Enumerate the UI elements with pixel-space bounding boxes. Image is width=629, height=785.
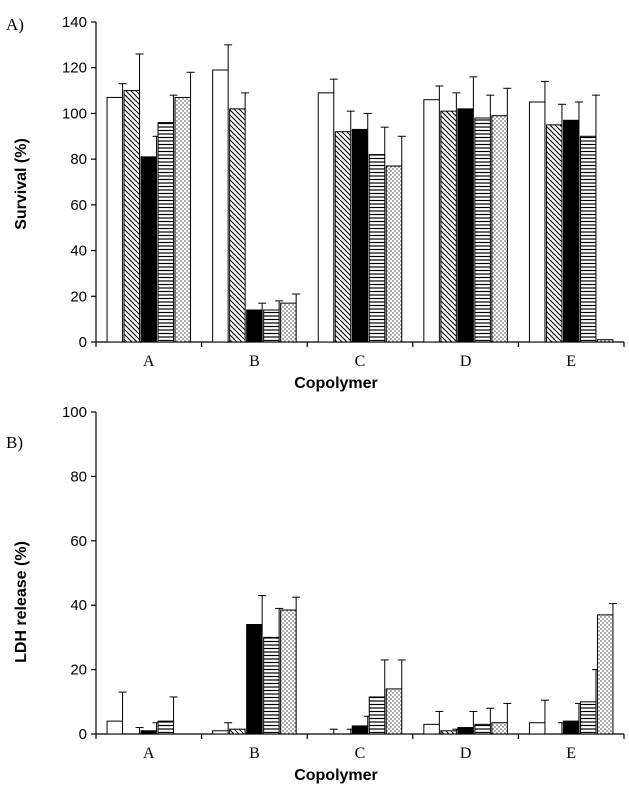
panel-b: B) LDH release (%) Copolymer 0 20 40 60 80 10…	[6, 404, 625, 784]
panel-b-bar-dotted-C	[385, 688, 403, 735]
panel-b-y-tick-label: 60	[70, 533, 87, 550]
panel-a-y-tick-label: 60	[70, 197, 87, 214]
panel-a-y-tick-label: 100	[62, 105, 87, 122]
panel-a-bar-solid-black-E	[562, 119, 580, 343]
panel-a-plot: 0 20 40 60 80 100 120 140 A B C D E	[62, 14, 625, 370]
panel-a-bar-white-A	[106, 96, 124, 343]
panel-b-bar-solid-black-E	[562, 720, 580, 735]
panel-a-bar-dotted-A	[174, 96, 192, 343]
panel-a-category-label: C	[355, 353, 366, 370]
panel-b-plot: 0 20 40 60 80 100 A B C D E	[62, 404, 625, 762]
panel-a-bar-diagonal-stripes-D	[440, 110, 457, 343]
panel-a-category-label: B	[249, 353, 260, 370]
panel-a-bar-solid-black-D	[457, 108, 474, 343]
panel-a-bar-dotted-E	[596, 339, 614, 343]
panel-b-bar-diagonal-stripes-B	[229, 728, 246, 735]
panel-b-category-label: A	[143, 745, 155, 762]
panel-a-bar-diagonal-stripes-C	[334, 131, 352, 343]
panel-a-bar-solid-black-A	[140, 156, 158, 343]
panel-a: A) Survival (%) Copolymer 0 20 40 60 80 100 12…	[6, 14, 625, 392]
panel-a-y-axis-title: Survival (%)	[13, 138, 30, 230]
panel-a-category-label: E	[566, 353, 576, 370]
panel-b-bar-white-B	[212, 730, 229, 735]
panel-b-category-label: D	[460, 745, 472, 762]
panel-a-bar-diagonal-stripes-A	[123, 90, 141, 343]
panel-a-label: A)	[6, 15, 24, 34]
panel-b-y-tick-label: 80	[70, 468, 87, 485]
panel-b-bar-solid-black-A	[140, 730, 158, 735]
panel-b-x-axis-title: Copolymer	[294, 767, 378, 784]
panel-a-y-tick-label: 40	[70, 243, 87, 260]
panel-a-bar-white-E	[528, 101, 546, 343]
panel-b-bar-horizontal-stripes-D	[474, 723, 491, 735]
panel-a-bar-horizontal-stripes-A	[157, 122, 175, 343]
panel-a-bar-horizontal-stripes-B	[263, 309, 280, 343]
panel-b-bar-solid-black-D	[457, 727, 474, 735]
panel-a-y-tick-label: 20	[70, 288, 87, 305]
panel-b-bar-horizontal-stripes-E	[579, 701, 597, 735]
panel-a-bar-horizontal-stripes-C	[368, 154, 386, 343]
panel-a-category-label: A	[143, 353, 155, 370]
panel-b-y-tick-label: 20	[70, 662, 87, 679]
panel-b-bar-solid-black-C	[351, 725, 369, 735]
panel-a-bar-solid-black-C	[351, 128, 369, 343]
panel-b-bar-white-D	[423, 723, 440, 735]
panel-b-bar-white-E	[528, 722, 546, 735]
panel-a-bar-dotted-D	[491, 115, 508, 343]
panel-a-y-tick-label: 80	[70, 151, 87, 168]
panel-a-bar-white-B	[212, 69, 229, 343]
panel-b-bar-solid-black-B	[246, 624, 263, 735]
panel-b-y-tick-label: 40	[70, 597, 87, 614]
panel-b-bar-horizontal-stripes-A	[157, 720, 175, 735]
panel-a-category-label: D	[460, 353, 472, 370]
panel-b-bar-dotted-D	[491, 722, 508, 735]
panel-a-bar-dotted-B	[280, 302, 297, 343]
panel-b-y-tick-label: 100	[62, 404, 87, 421]
panel-b-category-label: E	[566, 745, 576, 762]
panel-b-bar-white-A	[106, 720, 124, 735]
panel-b-y-axis-title: LDH release (%)	[13, 541, 30, 663]
panel-a-bar-dotted-C	[385, 165, 403, 343]
panel-b-label: B)	[6, 433, 23, 452]
panel-a-bar-diagonal-stripes-B	[229, 108, 246, 343]
panel-a-bar-diagonal-stripes-E	[545, 124, 563, 343]
panel-a-y-tick-label: 0	[79, 334, 87, 351]
panel-a-bar-solid-black-B	[246, 309, 263, 343]
panel-a-y-tick-label: 120	[62, 60, 87, 77]
panel-b-bar-dotted-B	[280, 609, 297, 735]
panel-a-bar-horizontal-stripes-D	[474, 117, 491, 343]
panel-a-bar-white-D	[423, 99, 440, 343]
panel-b-bar-horizontal-stripes-C	[368, 696, 386, 735]
panel-a-bar-white-C	[317, 92, 335, 343]
panel-a-bar-horizontal-stripes-E	[579, 135, 597, 343]
panel-b-bar-horizontal-stripes-B	[263, 636, 280, 735]
panel-a-y-tick-label: 140	[62, 14, 87, 31]
panel-a-x-axis-title: Copolymer	[294, 375, 378, 392]
panel-b-category-label: C	[355, 745, 366, 762]
panel-b-bar-diagonal-stripes-D	[440, 730, 457, 735]
panel-b-category-label: B	[249, 745, 260, 762]
panel-b-bar-dotted-E	[596, 614, 614, 735]
panel-b-y-tick-label: 0	[79, 726, 87, 743]
